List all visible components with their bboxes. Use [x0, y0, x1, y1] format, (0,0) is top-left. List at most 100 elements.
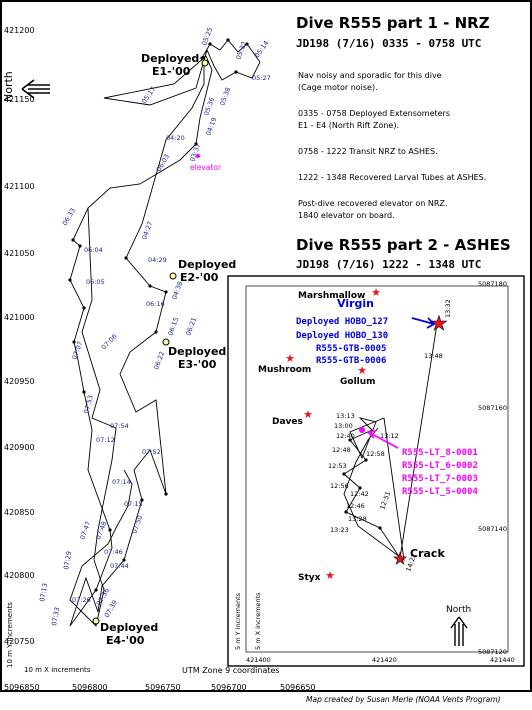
time-label: 07:07 — [70, 340, 84, 360]
time-label: 07:15 — [124, 500, 143, 508]
vent-label-crack: Crack — [410, 547, 445, 560]
time-label: 12:46 — [346, 502, 365, 510]
x-tick: 5096650 — [280, 683, 316, 692]
vent-label-virgin: Virgin — [337, 297, 374, 310]
time-label: 04:20 — [166, 134, 185, 142]
part2-dive-track — [343, 323, 438, 561]
time-label: 07:12 — [96, 436, 115, 444]
deployment-e4: Deployed E4-'00 — [92, 617, 158, 647]
vent-sites: ★ Marshmallow Virgin ★ ★ Mushroom ★ Goll… — [258, 286, 448, 583]
y-tick: 421150 — [4, 95, 35, 104]
part1-y-increment-label: 10 m Y increments — [6, 602, 14, 668]
time-label: 12:40 — [336, 432, 355, 440]
y-tick: 420750 — [4, 637, 35, 646]
note-line: 0758 - 1222 Transit NRZ to ASHES. — [298, 147, 438, 156]
deployed-label: Deployed HOBO_127 — [296, 317, 388, 327]
recovered-label: R555-LT_5-0004 — [402, 487, 478, 497]
time-label: 05:27 — [252, 74, 271, 82]
y-tick: 421000 — [4, 313, 35, 322]
time-label: 06:15 — [166, 316, 180, 336]
recovered-label: R555-LT_6-0002 — [402, 461, 478, 471]
time-label: 07:54 — [110, 422, 129, 430]
time-label: 04:19 — [204, 116, 218, 136]
note-line: E1 - E4 (North Rift Zone). — [298, 121, 399, 130]
part2-track-nodes — [342, 438, 382, 530]
virgin-arrow-icon — [411, 317, 436, 329]
y-tick: 421050 — [4, 249, 35, 258]
part1-north-arrow: North — [2, 71, 50, 102]
north-arrow-icon — [450, 616, 468, 646]
time-label: 12:58 — [366, 450, 385, 458]
time-label: 04:29 — [148, 256, 167, 264]
time-label: 12:48 — [332, 446, 351, 454]
y-tick: 420900 — [4, 443, 35, 452]
recovered-marker — [359, 427, 399, 449]
part1-notes: Nav noisy and sporadic for this dive (Ca… — [298, 71, 486, 220]
time-label: 07:44 — [110, 562, 129, 570]
recovered-larval-tubes: R555-LT_8-0001 R555-LT_6-0002 R555-LT_7-… — [402, 448, 478, 497]
deployment-e2: Deployed E2-'00 — [169, 258, 236, 284]
time-label: 07:52 — [142, 448, 161, 456]
note-line: 1840 elevator on board. — [298, 211, 395, 220]
y-tick: 5087120 — [478, 648, 507, 656]
time-label: 06:04 — [84, 246, 103, 254]
time-label: 13:32 — [444, 299, 452, 318]
x-tick: 421420 — [372, 656, 397, 664]
deployed-label: R555-GTB-0006 — [316, 356, 386, 366]
vent-star-virgin: ★ — [430, 311, 448, 335]
deploy-line1: Deployed — [100, 621, 158, 634]
deploy-line2: E3-'00 — [178, 358, 217, 371]
time-label: 06:22 — [152, 350, 166, 370]
time-label: 07:47 — [78, 520, 92, 540]
recovered-label: R555-LT_8-0001 — [402, 448, 478, 458]
time-label: 13:48 — [424, 352, 443, 360]
x-tick: 5096850 — [4, 683, 40, 692]
time-label: 05:17 — [140, 85, 157, 105]
note-line: 1222 - 1348 Recovered Larval Tubes at AS… — [298, 173, 486, 182]
vent-label-marshmallow: Marshmallow — [298, 291, 365, 301]
time-label: 05:25 — [200, 26, 214, 46]
time-label: 03:37 — [188, 142, 202, 162]
time-label: 05:32 — [234, 40, 248, 60]
time-label: 07:13 — [38, 583, 49, 603]
part1-dive-track-b — [69, 207, 133, 627]
time-label: 06:33 — [61, 207, 77, 227]
part2-subtitle: JD198 (7/16) 1222 - 1348 UTC — [296, 258, 481, 271]
time-label: 05:14 — [253, 39, 270, 59]
vent-label-gollum: Gollum — [340, 377, 376, 387]
elevator-label: elevator — [190, 163, 222, 172]
part2-title: Dive R555 part 2 - ASHES — [296, 236, 511, 254]
time-label: 07:26 — [72, 596, 91, 604]
time-label: 06:03 — [155, 153, 171, 173]
vent-label-mushroom: Mushroom — [258, 365, 311, 375]
y-tick: 5087160 — [478, 404, 507, 412]
recovered-label: R555-LT_7-0003 — [402, 474, 478, 484]
y-tick: 420850 — [4, 508, 35, 517]
deploy-line2: E2-'00 — [180, 271, 219, 284]
y-tick: 420950 — [4, 377, 35, 386]
vent-star-crack: ★ — [393, 549, 407, 568]
part1-y-axis: 421200 421150 421100 421050 421000 42095… — [4, 26, 35, 646]
note-line: (Cage motor noise). — [298, 83, 378, 92]
vent-star: ★ — [371, 286, 381, 299]
time-label: 05:38 — [218, 86, 232, 106]
time-label: 12:56 — [330, 482, 349, 490]
deploy-line1: Deployed — [168, 345, 226, 358]
vent-star: ★ — [285, 352, 295, 365]
ashes-plot-area — [245, 285, 509, 653]
deploy-line2: E4-'00 — [106, 634, 145, 647]
time-label: 13:12 — [380, 432, 399, 440]
utm-label: UTM Zone 9 coordinates — [182, 666, 280, 675]
map-credit: Map created by Susan Merle (NOAA Vents P… — [306, 695, 501, 704]
time-label: 06:21 — [184, 316, 198, 336]
vent-star: ★ — [303, 408, 313, 421]
part1-x-increment-label: 10 m X increments — [24, 666, 91, 674]
time-label: 07:06 — [100, 333, 119, 352]
deployed-label: Deployed HOBO_130 — [296, 331, 388, 341]
time-label: 06:05 — [86, 278, 105, 286]
deployed-instruments: Deployed HOBO_127 Deployed HOBO_130 R555… — [296, 317, 388, 366]
time-label: 07:29 — [62, 551, 73, 571]
part2-north-arrow: North — [446, 605, 471, 646]
time-label: 06:16 — [146, 300, 165, 308]
